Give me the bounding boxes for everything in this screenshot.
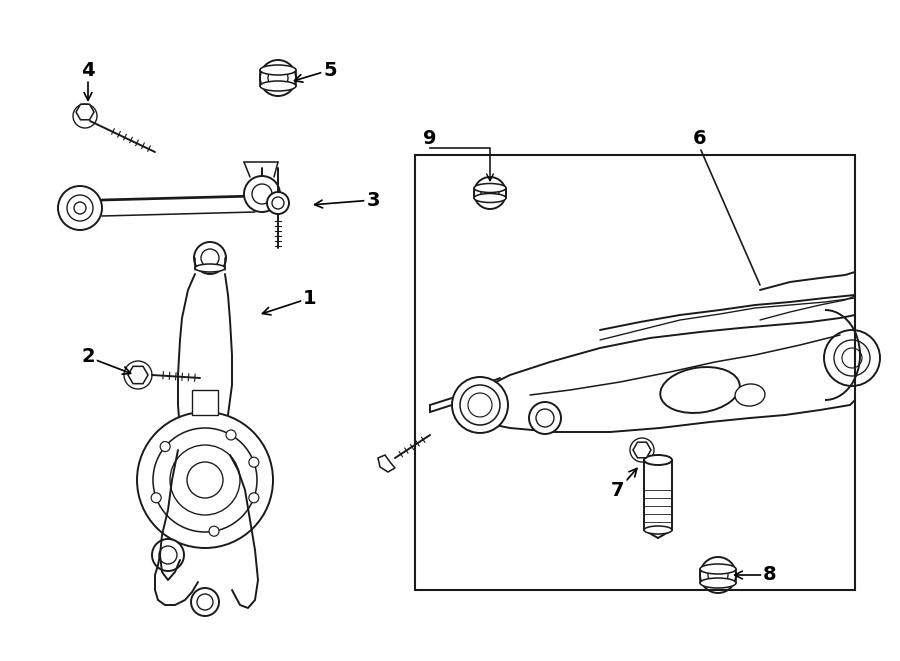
Text: 4: 4 [81,61,94,79]
Text: 6: 6 [693,128,706,147]
Ellipse shape [644,526,672,534]
Text: 6: 6 [693,128,706,147]
Ellipse shape [735,384,765,406]
Circle shape [209,526,219,536]
Polygon shape [76,104,94,120]
Polygon shape [192,390,218,415]
Ellipse shape [700,578,736,588]
Text: 3: 3 [366,190,380,210]
Circle shape [152,539,184,571]
Circle shape [244,176,280,212]
Circle shape [529,402,561,434]
Text: 2: 2 [81,348,94,366]
Circle shape [73,104,97,128]
Circle shape [191,588,219,616]
Text: 5: 5 [323,61,337,79]
Circle shape [249,493,259,503]
Circle shape [124,361,152,389]
Ellipse shape [260,81,296,91]
Circle shape [137,412,273,548]
Circle shape [267,192,289,214]
Circle shape [630,438,654,462]
Circle shape [460,385,500,425]
Ellipse shape [661,367,740,413]
Polygon shape [633,442,651,458]
Circle shape [151,493,161,503]
Ellipse shape [644,455,672,465]
Ellipse shape [260,65,296,75]
Circle shape [824,330,880,386]
Bar [415,155,855,590]
Circle shape [260,60,296,96]
Circle shape [58,186,102,230]
Circle shape [249,457,259,467]
Polygon shape [378,455,395,472]
Ellipse shape [700,564,736,574]
Text: 9: 9 [423,128,436,147]
Circle shape [194,242,226,274]
Text: 7: 7 [611,481,625,500]
Text: 1: 1 [303,288,317,307]
Ellipse shape [474,194,506,202]
Circle shape [700,557,736,593]
Polygon shape [128,366,148,383]
Circle shape [226,430,236,440]
Circle shape [452,377,508,433]
Circle shape [160,442,170,451]
Text: 8: 8 [763,566,777,584]
Circle shape [474,177,506,209]
Ellipse shape [195,264,225,272]
Ellipse shape [474,184,506,192]
